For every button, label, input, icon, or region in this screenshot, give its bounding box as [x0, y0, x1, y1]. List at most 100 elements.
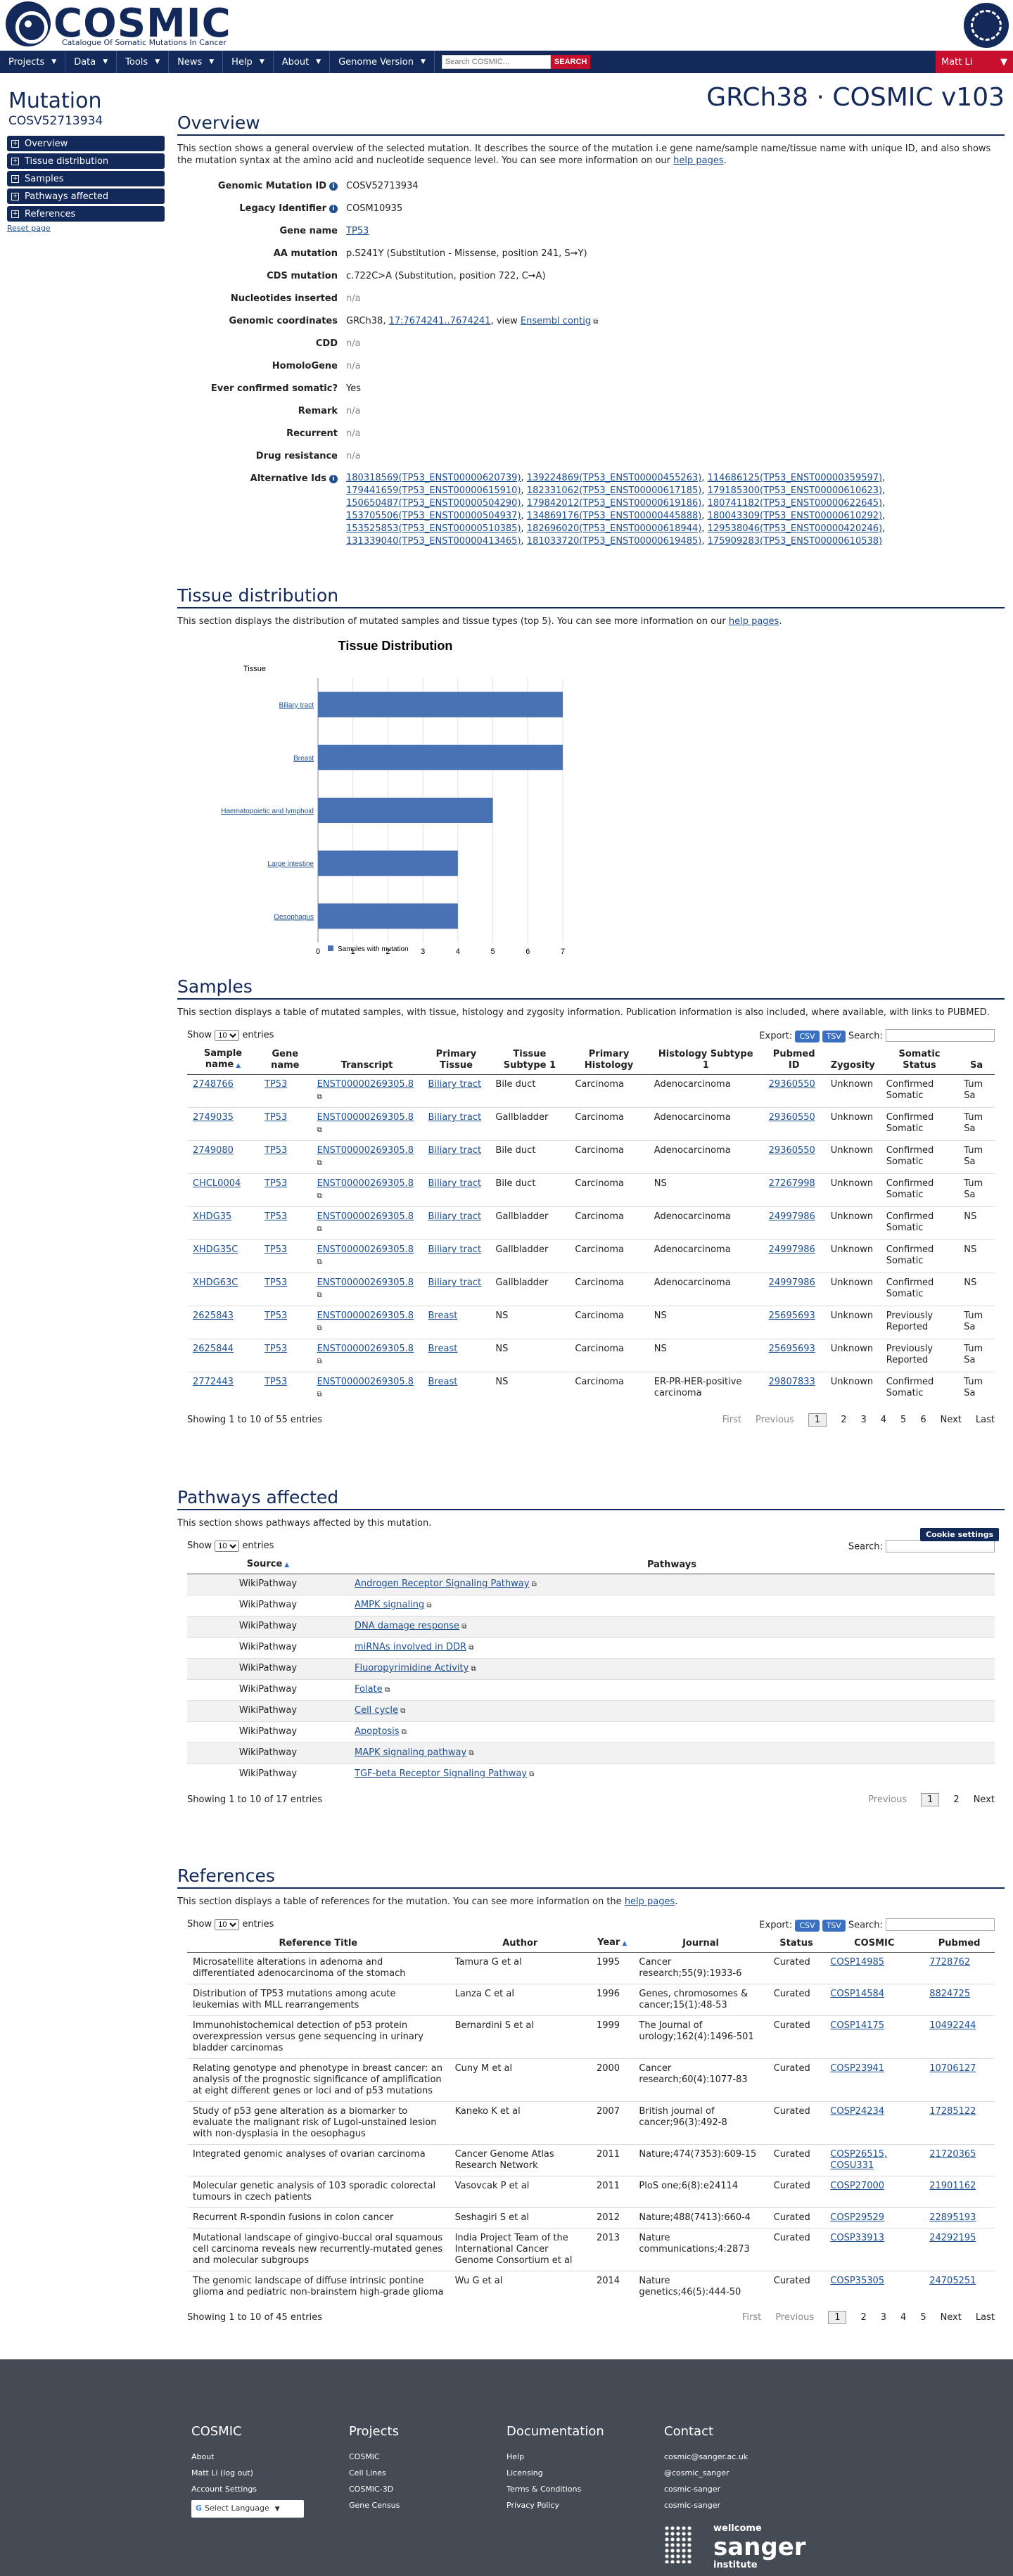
pathway-link[interactable]: DNA damage response	[355, 1621, 460, 1631]
help-link[interactable]: help pages	[673, 155, 724, 166]
bar-biliary-tract[interactable]	[318, 691, 563, 718]
cell[interactable]: 10492244	[929, 2020, 976, 2031]
cell[interactable]: 29360550	[768, 1112, 815, 1123]
page-button[interactable]: Next	[940, 1415, 962, 1425]
column-header[interactable]: Somatic Status	[880, 1045, 959, 1075]
page-button[interactable]: 2	[953, 1794, 960, 1805]
footer-link[interactable]: Cell Lines	[349, 2468, 386, 2478]
pathway-link[interactable]: Folate	[355, 1684, 383, 1695]
page-button[interactable]: First	[741, 2312, 762, 2323]
cell[interactable]: 2625844	[193, 1344, 234, 1354]
page-size-select[interactable]: 10	[215, 1541, 240, 1552]
cell[interactable]: ENST00000269305.8	[317, 1079, 414, 1090]
cell[interactable]: 24997986	[768, 1211, 815, 1222]
column-header[interactable]: Pathways	[349, 1556, 995, 1574]
y-category-label[interactable]: Oesophagus	[274, 913, 314, 921]
pathway-link[interactable]: Apoptosis	[355, 1726, 400, 1737]
footer-link[interactable]: cosmic-sanger	[664, 2501, 721, 2510]
cell[interactable]: 24997986	[768, 1277, 815, 1288]
cell[interactable]: XHDG35C	[193, 1244, 238, 1255]
page-button[interactable]: Next	[940, 2312, 962, 2323]
column-header[interactable]: Tissue Subtype 1	[490, 1045, 570, 1075]
pathway-link[interactable]: MAPK signaling pathway	[355, 1747, 467, 1758]
ensembl-contig-link[interactable]: Ensembl contig	[520, 316, 592, 326]
nav-item-projects[interactable]: Projects ▼	[0, 51, 66, 73]
cell[interactable]: COSP35305	[830, 2276, 885, 2286]
page-button[interactable]: 4	[900, 2312, 907, 2323]
wellcome-sanger-logo[interactable]: wellcome sanger institute	[664, 2523, 806, 2572]
sidebar-item-samples[interactable]: + Samples	[7, 171, 165, 186]
sidebar-item-overview[interactable]: + Overview	[7, 136, 165, 151]
cell[interactable]: 25695693	[768, 1344, 815, 1354]
cell[interactable]: 24292195	[929, 2233, 976, 2243]
column-header[interactable]: Primary Histology	[569, 1045, 649, 1075]
cell[interactable]: TP53	[264, 1145, 288, 1156]
column-header[interactable]: Year ▲	[590, 1934, 634, 1953]
column-header[interactable]: Pubmed	[924, 1934, 995, 1953]
page-button[interactable]: 6	[920, 1415, 926, 1425]
cell[interactable]: COSP24234	[830, 2106, 885, 2117]
cell[interactable]: ENST00000269305.8	[317, 1145, 414, 1156]
pathway-link[interactable]: Fluoropyrimidine Activity	[355, 1663, 469, 1673]
page-button[interactable]: 1	[808, 1413, 827, 1427]
page-button[interactable]: Last	[975, 1415, 995, 1425]
cell[interactable]: TP53	[264, 1112, 288, 1123]
sidebar-item-tissue-distribution[interactable]: + Tissue distribution	[7, 153, 165, 169]
nav-item-data[interactable]: Data ▼	[65, 51, 117, 73]
page-button[interactable]: 2	[841, 1415, 847, 1425]
column-header[interactable]: Sa	[958, 1045, 995, 1075]
cell[interactable]: COSP14584	[830, 1989, 885, 1999]
alternative-id-link[interactable]: 139224869(TP53_ENST00000455263)	[526, 473, 702, 483]
footer-link[interactable]: Account Settings	[191, 2485, 257, 2494]
cell[interactable]: TP53	[264, 1211, 288, 1222]
cell[interactable]: 17285122	[929, 2106, 976, 2117]
samples-search-input[interactable]	[886, 1029, 995, 1042]
pathway-link[interactable]: miRNAs involved in DDR	[355, 1642, 467, 1652]
cell[interactable]: Breast	[428, 1344, 458, 1354]
footer-link[interactable]: COSMIC-3D	[349, 2485, 394, 2494]
cell[interactable]: COSP26515, COSU331	[830, 2149, 888, 2171]
cell[interactable]: COSP29529	[830, 2212, 885, 2223]
cell[interactable]: 25695693	[768, 1311, 815, 1321]
footer-link[interactable]: COSMIC	[349, 2452, 380, 2461]
alternative-id-link[interactable]: 181033720(TP53_ENST00000619485)	[526, 536, 702, 547]
alternative-id-link[interactable]: 180741182(TP53_ENST00000622645)	[707, 498, 883, 509]
cell[interactable]: ENST00000269305.8	[317, 1211, 414, 1222]
footer-link[interactable]: Gene Census	[349, 2501, 400, 2510]
pathway-link[interactable]: Androgen Receptor Signaling Pathway	[355, 1579, 530, 1589]
page-button[interactable]: 2	[860, 2312, 867, 2323]
cell[interactable]: XHDG63C	[193, 1277, 238, 1288]
alternative-id-link[interactable]: 153525853(TP53_ENST00000510385)	[346, 523, 521, 534]
y-category-label[interactable]: Breast	[293, 755, 314, 763]
column-header[interactable]: Pubmed ID	[763, 1045, 825, 1075]
bar-oesophagus[interactable]	[318, 903, 458, 929]
nav-search-input[interactable]	[441, 55, 551, 69]
y-category-label[interactable]: Biliary tract	[279, 702, 314, 710]
cell[interactable]: ENST00000269305.8	[317, 1311, 414, 1321]
page-button[interactable]: 1	[828, 2311, 847, 2324]
cell[interactable]: COSP23941	[830, 2063, 885, 2074]
cell[interactable]: TP53	[264, 1311, 288, 1321]
alternative-id-link[interactable]: 153705506(TP53_ENST00000504937)	[346, 511, 521, 521]
nav-item-help[interactable]: Help ▼	[223, 51, 274, 73]
cell[interactable]: Biliary tract	[428, 1244, 482, 1255]
footer-link[interactable]: Terms & Conditions	[507, 2485, 582, 2494]
column-header[interactable]: Zygosity	[824, 1045, 881, 1075]
cell[interactable]: Biliary tract	[428, 1178, 482, 1189]
cell[interactable]: 2748766	[193, 1079, 234, 1090]
page-button[interactable]: Previous	[775, 2312, 815, 2323]
cell[interactable]: TP53	[264, 1277, 288, 1288]
cell[interactable]: ENST00000269305.8	[317, 1244, 414, 1255]
cell[interactable]: 7728762	[929, 1957, 971, 1968]
cell[interactable]: TP53	[264, 1344, 288, 1354]
cell[interactable]: Biliary tract	[428, 1211, 482, 1222]
info-icon[interactable]: i	[329, 182, 338, 191]
coordinates-link[interactable]: 17:7674241..7674241	[388, 316, 491, 326]
alternative-id-link[interactable]: 182331062(TP53_ENST00000617185)	[526, 485, 702, 496]
cell[interactable]: 29807833	[768, 1377, 815, 1387]
cell[interactable]: 27267998	[768, 1178, 815, 1189]
column-header[interactable]: Reference Title	[187, 1934, 450, 1953]
pathways-search-input[interactable]	[886, 1540, 995, 1552]
cell[interactable]: COSP14175	[830, 2020, 885, 2031]
cosmic-logo[interactable]: COSMIC	[6, 1, 231, 46]
